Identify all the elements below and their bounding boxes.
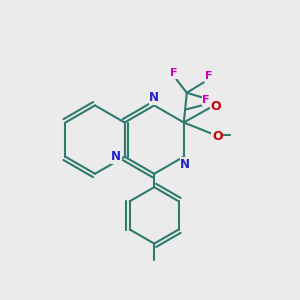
- Text: O: O: [210, 100, 221, 113]
- Text: F: F: [202, 95, 210, 105]
- Text: N: N: [111, 150, 121, 163]
- Text: F: F: [205, 71, 213, 81]
- Text: F: F: [170, 68, 177, 79]
- Text: N: N: [180, 158, 190, 171]
- Text: N: N: [149, 92, 159, 104]
- Text: O: O: [212, 130, 223, 143]
